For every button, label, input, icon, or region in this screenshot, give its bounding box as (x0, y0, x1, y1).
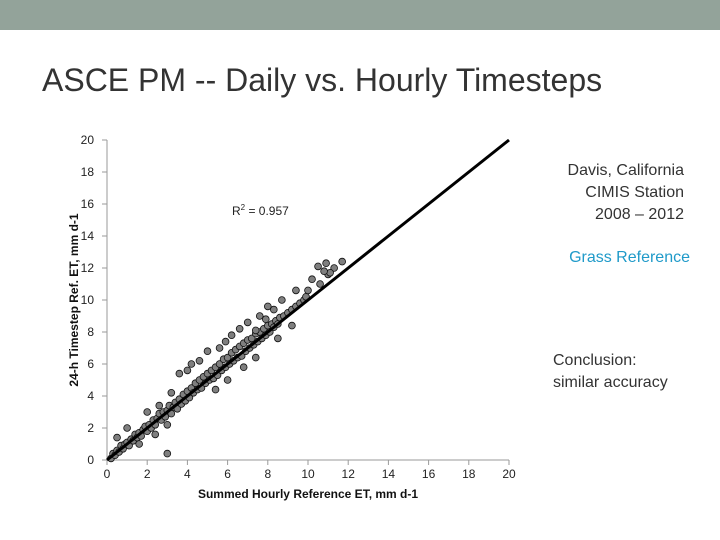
data-point (163, 420, 172, 429)
data-point (255, 312, 264, 320)
data-point (330, 264, 338, 272)
conclusion-note: Conclusion: similar accuracy (553, 352, 668, 391)
data-point (243, 318, 252, 327)
slide-top-band (0, 0, 720, 30)
data-point (263, 302, 272, 311)
x-tick-label: 10 (301, 467, 315, 481)
data-point (261, 315, 270, 324)
data-point (278, 296, 286, 304)
y-axis-label: 24-h Timestep Ref. ET, mm d-1 (67, 213, 81, 386)
y-tick-label: 4 (87, 389, 94, 403)
data-point (175, 369, 184, 378)
data-point (155, 401, 164, 410)
data-point (322, 259, 330, 268)
data-point (314, 262, 322, 271)
x-tick-label: 16 (422, 467, 436, 481)
data-point (195, 356, 204, 365)
x-tick-label: 0 (104, 467, 111, 481)
data-point (135, 440, 143, 448)
data-point (239, 363, 248, 372)
data-point (304, 286, 312, 295)
data-point (163, 449, 172, 458)
x-tick-label: 12 (342, 467, 356, 481)
data-point (223, 376, 232, 384)
slide-title: ASCE PM -- Daily vs. Hourly Timesteps (42, 62, 603, 98)
y-tick-label: 20 (81, 133, 95, 147)
data-point (227, 331, 236, 340)
x-ticks: 0 2 4 6 8 10 12 14 16 18 20 (104, 460, 516, 481)
data-point (270, 305, 278, 314)
y-tick-label: 16 (81, 197, 95, 211)
x-axis-label: Summed Hourly Reference ET, mm d-1 (198, 487, 418, 501)
data-point (187, 360, 196, 368)
one-to-one-line (106, 138, 510, 462)
y-ticks: 0 2 4 6 8 10 12 14 16 18 20 (81, 133, 107, 467)
x-tick-label: 20 (502, 467, 516, 481)
data-point (211, 385, 220, 394)
data-point (316, 280, 324, 288)
data-point (143, 408, 152, 416)
data-point (151, 430, 160, 439)
y-tick-label: 6 (87, 357, 94, 371)
data-point (221, 337, 230, 346)
grass-reference-note: Grass Reference (569, 249, 690, 266)
data-point (320, 267, 328, 276)
x-tick-label: 18 (462, 467, 476, 481)
data-point (123, 424, 131, 432)
x-tick-label: 8 (264, 467, 271, 481)
r-squared-value: = 0.957 (245, 204, 289, 218)
x-tick-label: 14 (382, 467, 396, 481)
data-point (215, 344, 224, 352)
y-tick-label: 18 (81, 165, 95, 179)
y-tick-label: 2 (87, 421, 94, 435)
data-point (203, 347, 212, 356)
data-point (292, 286, 300, 295)
r-squared-sup: 2 (240, 203, 246, 212)
y-tick-label: 14 (81, 229, 95, 243)
y-tick-label: 8 (87, 325, 94, 339)
data-point (338, 257, 346, 266)
r-squared-annotation: R2 = 0.957 (232, 203, 289, 218)
x-tick-label: 4 (184, 467, 191, 481)
x-tick-label: 2 (144, 467, 151, 481)
site-note: Davis, California CIMIS Station 2008 – 2… (567, 162, 684, 223)
data-point (167, 388, 176, 397)
data-point (251, 353, 260, 362)
y-tick-label: 12 (81, 261, 95, 275)
data-point (288, 321, 296, 330)
y-tick-label: 0 (87, 453, 94, 467)
data-point (274, 334, 282, 343)
data-point (235, 324, 244, 333)
r-squared-prefix: R (232, 204, 241, 218)
y-tick-label: 10 (81, 293, 95, 307)
data-point (183, 366, 192, 375)
data-point (251, 326, 260, 335)
x-tick-label: 6 (224, 467, 231, 481)
data-point (113, 433, 121, 442)
data-point (308, 275, 316, 284)
